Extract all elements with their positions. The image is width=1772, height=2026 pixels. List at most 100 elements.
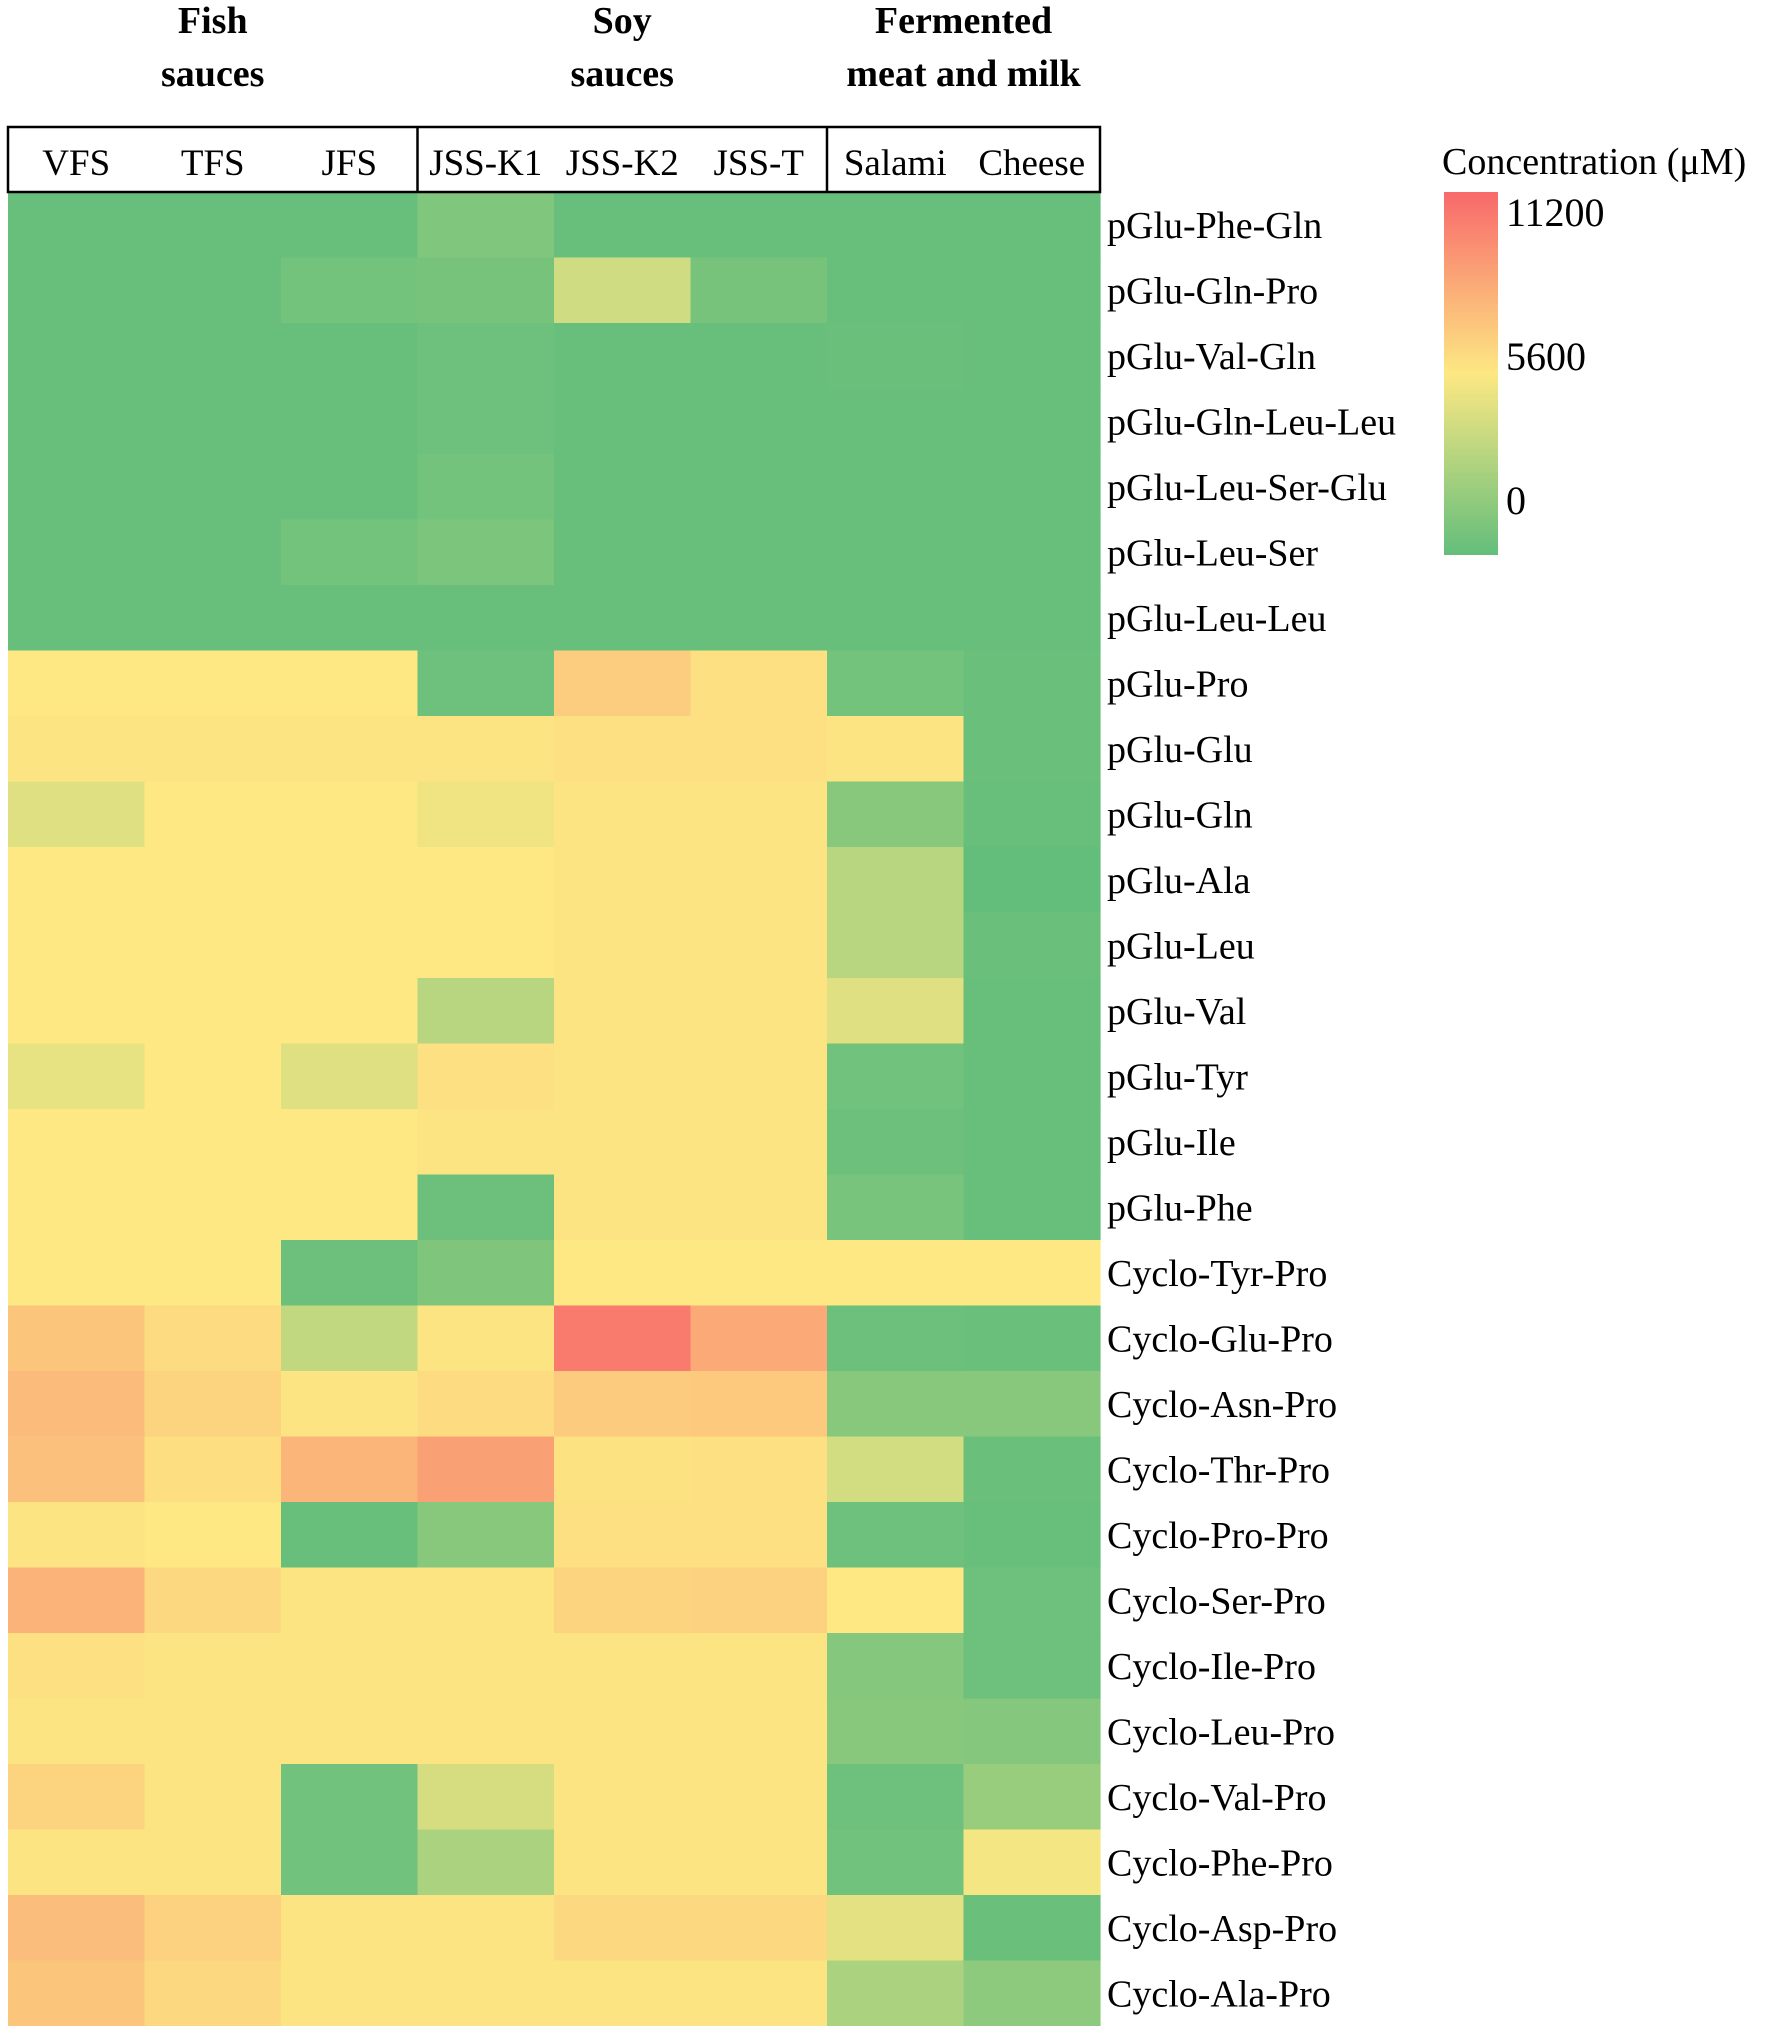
heatmap-cell xyxy=(417,519,555,586)
row-label: pGlu-Leu-Ser-Glu xyxy=(1107,467,1387,509)
heatmap-cell xyxy=(827,1960,965,2026)
heatmap-cell xyxy=(690,1109,828,1176)
heatmap-cell xyxy=(281,454,419,521)
heatmap-cell xyxy=(144,1174,282,1241)
row-label: Cyclo-Tyr-Pro xyxy=(1107,1253,1327,1295)
heatmap-cell xyxy=(417,257,555,324)
heatmap-cell xyxy=(827,1567,965,1634)
heatmap-cell xyxy=(144,1240,282,1307)
heatmap-cell xyxy=(963,1240,1101,1307)
heatmap-cells xyxy=(8,192,1101,2026)
heatmap-cell xyxy=(144,323,282,390)
heatmap-cell xyxy=(690,519,828,586)
heatmap-cell xyxy=(144,650,282,717)
heatmap-cell xyxy=(144,519,282,586)
heatmap-cell xyxy=(827,1305,965,1372)
heatmap-cell xyxy=(554,192,692,259)
heatmap-cell xyxy=(281,650,419,717)
heatmap-cell xyxy=(281,1764,419,1831)
heatmap-cell xyxy=(827,257,965,324)
heatmap-cell xyxy=(281,1895,419,1962)
row-label: pGlu-Phe xyxy=(1107,1187,1253,1229)
heatmap-cell xyxy=(827,454,965,521)
heatmap-cell xyxy=(690,781,828,848)
heatmap-cell xyxy=(417,585,555,652)
heatmap-cell xyxy=(963,847,1101,914)
heatmap-cell xyxy=(417,1305,555,1372)
heatmap-cell xyxy=(690,1240,828,1307)
heatmap-cell xyxy=(281,1174,419,1241)
row-label: pGlu-Glu xyxy=(1107,729,1253,771)
row-label: Cyclo-Leu-Pro xyxy=(1107,1711,1335,1753)
group-label: Soy xyxy=(593,0,652,42)
heatmap-cell xyxy=(554,978,692,1045)
heatmap-cell xyxy=(281,257,419,324)
heatmap-cell xyxy=(281,1109,419,1176)
heatmap-cell xyxy=(144,1567,282,1634)
heatmap-cell xyxy=(144,192,282,259)
heatmap-cell xyxy=(281,912,419,979)
heatmap-cell xyxy=(554,323,692,390)
heatmap-cell xyxy=(144,1764,282,1831)
heatmap-cell xyxy=(690,1371,828,1438)
row-label: Cyclo-Phe-Pro xyxy=(1107,1842,1333,1884)
heatmap-cell xyxy=(554,716,692,783)
heatmap-cell xyxy=(554,1305,692,1372)
heatmap-cell xyxy=(827,192,965,259)
heatmap-cell xyxy=(827,1502,965,1569)
heatmap-cell xyxy=(690,1895,828,1962)
heatmap-cell xyxy=(963,978,1101,1045)
heatmap-cell xyxy=(963,1174,1101,1241)
heatmap-cell xyxy=(963,1829,1101,1896)
row-label: Cyclo-Glu-Pro xyxy=(1107,1318,1333,1360)
row-label: Cyclo-Thr-Pro xyxy=(1107,1449,1330,1491)
heatmap-cell xyxy=(8,1764,146,1831)
heatmap-cell xyxy=(963,650,1101,717)
heatmap-cell xyxy=(417,1633,555,1700)
heatmap-cell xyxy=(690,1764,828,1831)
heatmap-cell xyxy=(963,257,1101,324)
heatmap-cell xyxy=(281,585,419,652)
heatmap-cell xyxy=(8,192,146,259)
heatmap-cell xyxy=(281,781,419,848)
heatmap-cell xyxy=(8,1436,146,1503)
heatmap-cell xyxy=(417,323,555,390)
heatmap-cell xyxy=(827,716,965,783)
heatmap-cell xyxy=(963,1764,1101,1831)
heatmap-cell xyxy=(554,1698,692,1765)
heatmap-cell xyxy=(827,1633,965,1700)
heatmap-cell xyxy=(554,1109,692,1176)
heatmap-cell xyxy=(417,781,555,848)
heatmap-cell xyxy=(963,1043,1101,1110)
heatmap-cell xyxy=(554,1633,692,1700)
heatmap-cell xyxy=(963,323,1101,390)
heatmap-cell xyxy=(281,1829,419,1896)
row-label: pGlu-Leu-Leu xyxy=(1107,598,1326,640)
group-label: sauces xyxy=(571,53,674,95)
heatmap-cell xyxy=(281,716,419,783)
column-label: JSS-T xyxy=(714,143,804,184)
heatmap-cell xyxy=(963,1633,1101,1700)
legend-tick-label: 5600 xyxy=(1506,334,1586,379)
heatmap-cell xyxy=(690,1829,828,1896)
heatmap-cell xyxy=(417,716,555,783)
heatmap-cell xyxy=(281,1960,419,2026)
heatmap-cell xyxy=(690,192,828,259)
row-label: Cyclo-Asp-Pro xyxy=(1107,1908,1337,1950)
legend-title: Concentration (μM) xyxy=(1442,141,1746,183)
heatmap-cell xyxy=(417,192,555,259)
row-label: Cyclo-Val-Pro xyxy=(1107,1777,1327,1819)
heatmap-cell xyxy=(554,1567,692,1634)
heatmap-cell xyxy=(8,650,146,717)
heatmap-cell xyxy=(417,1436,555,1503)
heatmap-cell xyxy=(8,1043,146,1110)
heatmap-cell xyxy=(827,1698,965,1765)
heatmap-cell xyxy=(417,1567,555,1634)
heatmap-cell xyxy=(281,1633,419,1700)
column-label: Cheese xyxy=(978,143,1085,184)
heatmap-cell xyxy=(554,1371,692,1438)
legend-color-bar xyxy=(1444,192,1498,555)
heatmap-cell xyxy=(144,454,282,521)
heatmap-cell xyxy=(8,1895,146,1962)
heatmap-cell xyxy=(417,847,555,914)
